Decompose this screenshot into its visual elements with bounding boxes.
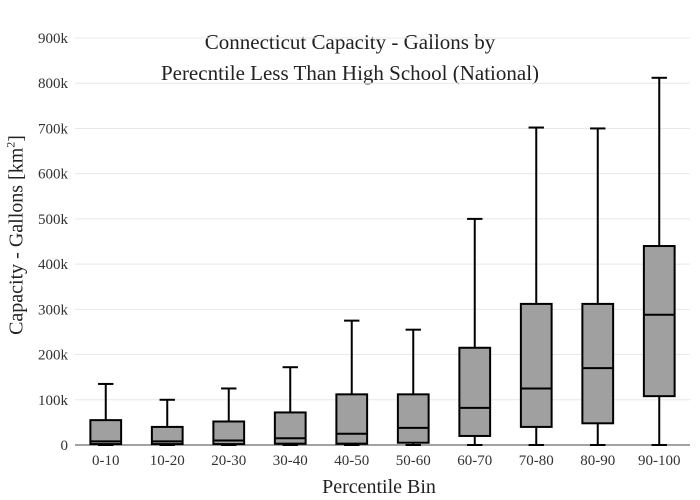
box-90-100 [642,245,676,398]
box-20-30 [212,420,246,446]
y-tick-label: 0 [61,438,69,454]
box-50-60 [396,393,430,444]
box-60-70 [458,346,492,437]
y-tick-label: 200k [38,348,69,364]
y-tick-label: 700k [38,121,69,137]
box-0-10 [89,419,123,446]
box-40-50 [335,393,369,445]
box-70-80 [519,302,553,428]
x-tick-label: 50-60 [396,453,431,469]
box-80-90 [581,302,615,425]
y-tick-label: 400k [38,257,69,273]
x-tick-label: 60-70 [457,453,492,469]
x-tick-label: 30-40 [273,453,308,469]
box-10-20 [150,425,184,446]
x-tick-label: 20-30 [211,453,246,469]
y-tick-label: 300k [38,302,69,318]
y-tick-label: 900k [38,31,69,47]
x-tick-label: 40-50 [334,453,369,469]
x-axis-label: Percentile Bin [322,476,436,498]
y-tick-label: 500k [38,212,69,228]
chart-title-line-1: Connecticut Capacity - Gallons by [204,30,496,54]
x-tick-label: 0-10 [92,453,120,469]
x-tick-label: 70-80 [519,453,554,469]
x-tick-label: 90-100 [638,453,681,469]
y-tick-label: 100k [38,393,69,409]
x-tick-label: 80-90 [580,453,615,469]
x-tick-label: 10-20 [150,453,185,469]
chart-title-line-2: Perecntile Less Than High School (Nation… [160,61,540,85]
y-tick-label: 600k [38,167,69,183]
y-tick-label: 800k [38,76,69,92]
